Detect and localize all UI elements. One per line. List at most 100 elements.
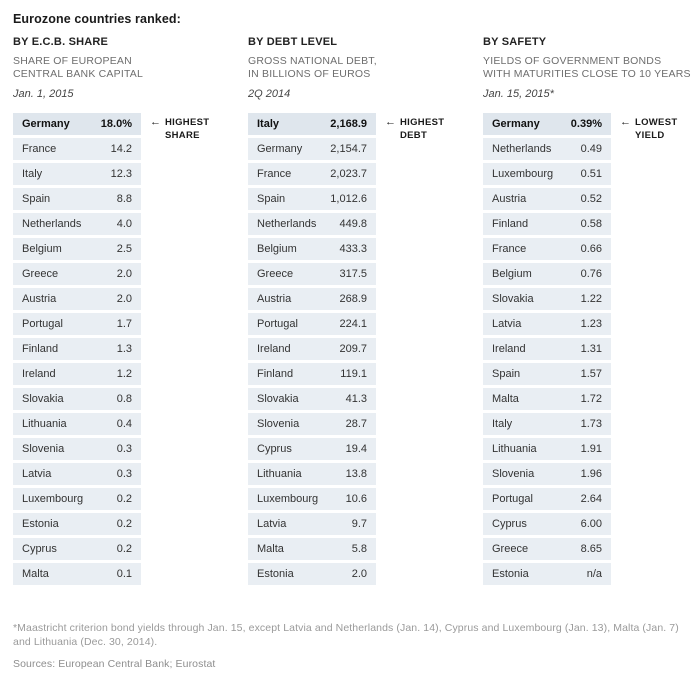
value-cell: 2.64 bbox=[580, 493, 602, 505]
value-cell: 28.7 bbox=[345, 418, 367, 430]
left-arrow-icon: ← bbox=[385, 116, 396, 128]
table-row: Spain 1.57 bbox=[483, 363, 611, 385]
country-cell: Italy bbox=[22, 168, 43, 180]
country-cell: Belgium bbox=[492, 268, 532, 280]
country-cell: Luxembourg bbox=[492, 168, 554, 180]
column-heading: BY SAFETY bbox=[483, 36, 547, 48]
country-cell: Germany bbox=[492, 118, 540, 130]
value-cell: 0.66 bbox=[580, 243, 602, 255]
sources-line: Sources: European Central Bank; Eurostat bbox=[13, 658, 216, 670]
country-cell: Netherlands bbox=[257, 218, 317, 230]
table-row: France 2,023.7 bbox=[248, 163, 376, 185]
country-cell: France bbox=[257, 168, 292, 180]
table-row: Belgium 0.76 bbox=[483, 263, 611, 285]
table-row: Lithuania 13.8 bbox=[248, 463, 376, 485]
value-cell: 10.6 bbox=[345, 493, 367, 505]
table-row: Latvia 1.23 bbox=[483, 313, 611, 335]
country-cell: Germany bbox=[257, 143, 303, 155]
country-cell: Finland bbox=[22, 343, 59, 355]
country-cell: France bbox=[492, 243, 527, 255]
country-cell: Luxembourg bbox=[22, 493, 84, 505]
value-cell: 0.49 bbox=[580, 143, 602, 155]
country-cell: Italy bbox=[257, 118, 280, 130]
country-cell: Netherlands bbox=[492, 143, 552, 155]
value-cell: 0.2 bbox=[116, 543, 132, 555]
country-cell: Ireland bbox=[22, 368, 56, 380]
value-cell: 268.9 bbox=[339, 293, 367, 305]
country-cell: Spain bbox=[22, 193, 51, 205]
value-cell: 41.3 bbox=[345, 393, 367, 405]
country-cell: Netherlands bbox=[22, 218, 82, 230]
value-cell: 1.57 bbox=[580, 368, 602, 380]
table-row: Portugal 224.1 bbox=[248, 313, 376, 335]
country-cell: Belgium bbox=[257, 243, 297, 255]
country-cell: Austria bbox=[492, 193, 527, 205]
value-cell: 0.39% bbox=[570, 118, 602, 130]
table-row: Netherlands 0.49 bbox=[483, 138, 611, 160]
table-row: Slovakia 41.3 bbox=[248, 388, 376, 410]
page-title: Eurozone countries ranked: bbox=[13, 12, 181, 26]
value-cell: 2,023.7 bbox=[330, 168, 367, 180]
table-row: Latvia 9.7 bbox=[248, 513, 376, 535]
table-row: Belgium 2.5 bbox=[13, 238, 141, 260]
value-cell: 224.1 bbox=[339, 318, 367, 330]
value-cell: 12.3 bbox=[110, 168, 132, 180]
table-row: Greece 8.65 bbox=[483, 538, 611, 560]
table-row: Luxembourg 0.51 bbox=[483, 163, 611, 185]
value-cell: 2.5 bbox=[116, 243, 132, 255]
value-cell: 1.22 bbox=[580, 293, 602, 305]
value-cell: 1.2 bbox=[116, 368, 132, 380]
country-cell: Cyprus bbox=[492, 518, 527, 530]
country-cell: Germany bbox=[22, 118, 70, 130]
value-cell: 0.58 bbox=[580, 218, 602, 230]
country-cell: Cyprus bbox=[22, 543, 57, 555]
value-cell: 1.91 bbox=[580, 443, 602, 455]
value-cell: 0.2 bbox=[116, 493, 132, 505]
value-cell: 0.3 bbox=[116, 443, 132, 455]
country-cell: Greece bbox=[492, 543, 529, 555]
table-row: Malta 5.8 bbox=[248, 538, 376, 560]
column-heading: BY E.C.B. SHARE bbox=[13, 36, 109, 48]
annotation-highest-debt: ← HIGHEST DEBT bbox=[385, 116, 444, 142]
column-description: GROSS NATIONAL DEBT, IN BILLIONS OF EURO… bbox=[248, 55, 377, 80]
column-date: Jan. 1, 2015 bbox=[13, 88, 74, 100]
country-cell: Italy bbox=[492, 418, 513, 430]
value-cell: 1.73 bbox=[580, 418, 602, 430]
table-row: Italy 2,168.9 bbox=[248, 113, 376, 135]
value-cell: 119.1 bbox=[340, 368, 367, 380]
country-cell: Greece bbox=[22, 268, 59, 280]
country-cell: Estonia bbox=[492, 568, 529, 580]
column-description: SHARE OF EUROPEAN CENTRAL BANK CAPITAL bbox=[13, 55, 144, 80]
country-cell: Slovenia bbox=[492, 468, 535, 480]
value-cell: 1.7 bbox=[116, 318, 132, 330]
table-row: Estonia n/a bbox=[483, 563, 611, 585]
table-row: Cyprus 6.00 bbox=[483, 513, 611, 535]
table-row: Slovenia 0.3 bbox=[13, 438, 141, 460]
value-cell: 8.65 bbox=[580, 543, 602, 555]
value-cell: 1.31 bbox=[580, 343, 602, 355]
value-cell: 1.72 bbox=[580, 393, 602, 405]
country-cell: Lithuania bbox=[492, 443, 537, 455]
footnote: *Maastricht criterion bond yields throug… bbox=[13, 622, 679, 648]
ranking-columns: BY E.C.B. SHARE SHARE OF EUROPEAN CENTRA… bbox=[13, 36, 700, 588]
table-row: Estonia 2.0 bbox=[248, 563, 376, 585]
value-cell: n/a bbox=[586, 568, 602, 580]
table-row: Finland 0.58 bbox=[483, 213, 611, 235]
table-row: Finland 1.3 bbox=[13, 338, 141, 360]
value-cell: 8.8 bbox=[116, 193, 132, 205]
country-cell: Latvia bbox=[22, 468, 52, 480]
country-cell: Spain bbox=[492, 368, 521, 380]
value-cell: 449.8 bbox=[339, 218, 367, 230]
table-row: Germany 2,154.7 bbox=[248, 138, 376, 160]
table-row: Ireland 1.31 bbox=[483, 338, 611, 360]
country-cell: Austria bbox=[257, 293, 292, 305]
country-cell: Malta bbox=[22, 568, 49, 580]
value-cell: 317.5 bbox=[339, 268, 367, 280]
table-row: Spain 1,012.6 bbox=[248, 188, 376, 210]
table-row: Slovenia 28.7 bbox=[248, 413, 376, 435]
table-row: Lithuania 1.91 bbox=[483, 438, 611, 460]
column-ecb-share: BY E.C.B. SHARE SHARE OF EUROPEAN CENTRA… bbox=[13, 36, 248, 588]
table-row: Slovakia 1.22 bbox=[483, 288, 611, 310]
value-cell: 0.1 bbox=[116, 568, 132, 580]
country-cell: Luxembourg bbox=[257, 493, 319, 505]
